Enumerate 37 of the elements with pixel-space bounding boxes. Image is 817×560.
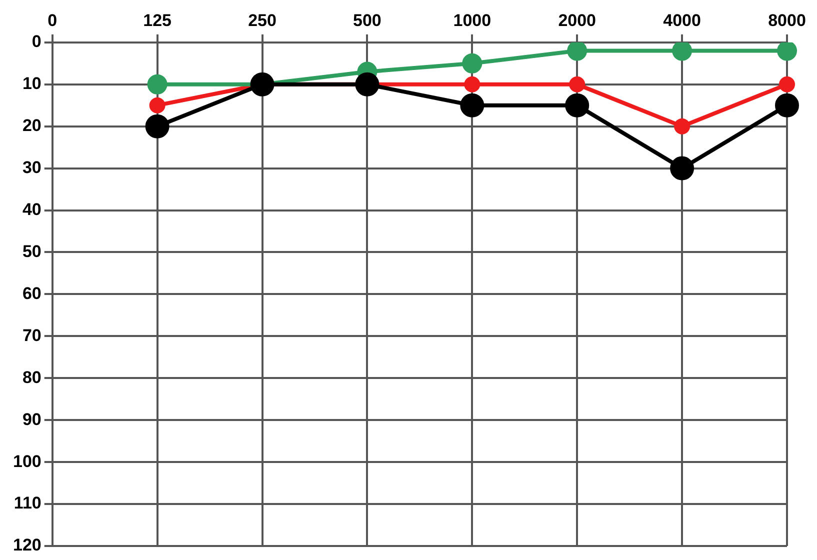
x-tick-label: 125 [143, 10, 172, 30]
point [565, 93, 590, 118]
point [777, 42, 797, 61]
point [145, 114, 170, 138]
y-tick-label: 40 [22, 200, 42, 219]
point [149, 97, 166, 114]
x-tick-label: 4000 [663, 10, 701, 30]
x-tick-label: 500 [353, 10, 382, 30]
y-tick-label: 60 [22, 284, 42, 303]
point [462, 53, 482, 74]
point [147, 74, 168, 94]
y-tick-label: 30 [22, 158, 42, 177]
point [779, 76, 795, 92]
y-tick-label: 80 [22, 368, 42, 387]
x-tick-label: 8000 [768, 10, 806, 30]
point [567, 42, 588, 61]
y-tick-label: 20 [22, 116, 42, 136]
point [670, 156, 694, 180]
x-tick-label: 250 [248, 10, 276, 30]
y-tick-label: 70 [22, 326, 42, 345]
point [775, 93, 799, 118]
point [672, 42, 692, 61]
y-tick-label: 10 [22, 74, 42, 94]
x-tick-label: 0 [48, 10, 58, 30]
y-tick-label: 90 [22, 410, 42, 429]
y-tick-label: 120 [12, 536, 42, 555]
y-tick-label: 0 [32, 32, 42, 52]
point [674, 118, 690, 134]
point [464, 76, 480, 92]
point [355, 72, 380, 96]
x-tick-label: 1000 [453, 10, 492, 30]
point [460, 93, 484, 118]
point [569, 76, 586, 92]
y-tick-label: 50 [22, 242, 42, 261]
y-tick-label: 110 [14, 494, 42, 513]
x-tick-label: 2000 [558, 10, 596, 30]
y-tick-label: 100 [12, 452, 42, 471]
